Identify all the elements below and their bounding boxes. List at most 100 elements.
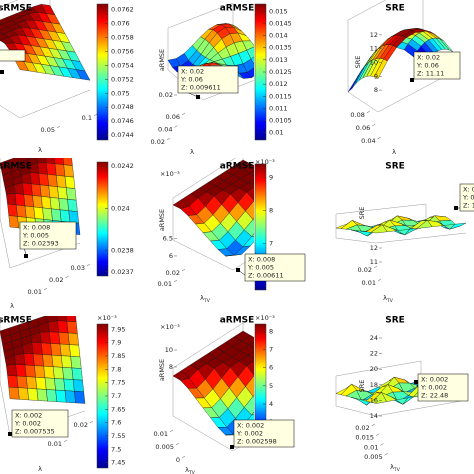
surface-patch bbox=[6, 364, 18, 377]
colorbar-tick-label: 0.0758 bbox=[111, 33, 134, 41]
x-tick-label: 0.01 bbox=[364, 443, 378, 451]
x-tick-label: 0.02 bbox=[358, 266, 372, 274]
x-tick bbox=[173, 279, 178, 283]
surface-patch bbox=[278, 195, 294, 205]
x-tick bbox=[93, 113, 98, 117]
surface-patch bbox=[33, 206, 44, 220]
x-tick bbox=[86, 263, 91, 267]
colorbar-tick-label: 0.0762 bbox=[111, 6, 134, 14]
surface-patch bbox=[247, 351, 254, 360]
z-tick-label: 0.02 bbox=[159, 91, 173, 99]
x-tick bbox=[89, 420, 94, 424]
surface-patch bbox=[72, 379, 84, 393]
colorbar-tick-label: 0.0242 bbox=[111, 162, 134, 170]
z-tick-label: 10 bbox=[165, 346, 173, 354]
surface-patch bbox=[46, 162, 57, 176]
axis-box bbox=[167, 2, 254, 101]
x-axis-label-main: λ bbox=[185, 466, 189, 474]
colorbar-tick-label: 4 bbox=[269, 400, 273, 408]
z-axis-label: aRMSE bbox=[158, 209, 166, 231]
panel: SRE SRE 11 12 0.01 0.02 λTV X: 0.02Y: 0.01Z: 15 bbox=[335, 162, 474, 304]
surface-patch bbox=[29, 172, 41, 186]
colorbar-tick-label: 7.9 bbox=[111, 339, 121, 347]
surface-patch bbox=[248, 169, 254, 176]
colorbar-tick-label: 0.0748 bbox=[111, 103, 134, 111]
z-tick-label: 9 bbox=[374, 72, 378, 80]
x-tick-label: 0.02 bbox=[49, 276, 63, 284]
surface-patch bbox=[8, 386, 20, 400]
colorbar-tick-label: 6 bbox=[269, 364, 273, 372]
axis-box bbox=[172, 322, 254, 452]
surface-patch bbox=[15, 364, 27, 377]
x-axis-label-main: λ bbox=[383, 294, 387, 302]
surface bbox=[347, 0, 454, 113]
surface-patch bbox=[35, 377, 47, 390]
surface-patch bbox=[74, 391, 86, 404]
axis-box bbox=[335, 360, 462, 417]
z-tick-label: 18 bbox=[370, 381, 378, 389]
z-multiplier: ×10⁻³ bbox=[160, 170, 180, 178]
colorbar-tick-label: 9 bbox=[269, 173, 273, 181]
x-tick bbox=[373, 265, 378, 269]
datatip bbox=[413, 51, 461, 80]
x-axis-label-sub: TV bbox=[393, 467, 401, 473]
colorbar-tick-label: 7.6 bbox=[111, 419, 121, 427]
surface-patch bbox=[241, 163, 254, 174]
surface-patch bbox=[48, 185, 59, 199]
colorbar-tick-label: 0.024 bbox=[111, 204, 130, 212]
z-axis-label: aRMSE bbox=[158, 359, 166, 381]
surface-patch bbox=[26, 376, 38, 390]
colorbar-tick-label: 7.45 bbox=[111, 459, 125, 467]
x-tick-label: 0.02 bbox=[151, 138, 165, 146]
surface-patch bbox=[57, 320, 69, 334]
z-tick-label: 16 bbox=[370, 396, 378, 404]
surface-patch bbox=[36, 158, 47, 164]
panel-title: sRMSE bbox=[0, 316, 32, 326]
x-tick-label: 0.005 bbox=[364, 453, 383, 461]
surface-patch bbox=[51, 354, 63, 368]
surface-patch bbox=[32, 353, 44, 367]
surface-patch bbox=[41, 196, 52, 210]
panel-title: sRMSE bbox=[0, 4, 32, 14]
x-tick bbox=[380, 443, 384, 446]
surface-patch bbox=[56, 316, 68, 322]
z-tick-label: 14 bbox=[370, 412, 378, 420]
datatip-text: Y: 0.005 bbox=[247, 264, 274, 272]
panel-title: aRMSE bbox=[220, 162, 255, 172]
surface-patch bbox=[13, 182, 24, 195]
colorbar-tick-label: 0.0145 bbox=[269, 19, 292, 27]
x-tick-label: 0.06 bbox=[166, 113, 180, 121]
surface bbox=[0, 0, 91, 119]
z-axis-label: SRE bbox=[358, 207, 366, 220]
x-tick bbox=[43, 287, 48, 291]
datatip-text: Z: 0.002598 bbox=[237, 438, 277, 446]
colorbar-tick-label: 7.5 bbox=[111, 445, 121, 453]
panel: aRMSEaRMSE×10⁻³81000.0050.01λTV×10⁻³2345… bbox=[154, 314, 295, 474]
x-tick-label: 0.04 bbox=[361, 137, 375, 145]
x-tick-label: 0.08 bbox=[350, 111, 364, 119]
surface-patch bbox=[279, 357, 295, 371]
colorbar-tick-label: 7 bbox=[269, 345, 273, 353]
colorbar-multiplier: ×10⁻³ bbox=[255, 314, 275, 322]
datatip-text: Y: 0.005 bbox=[22, 232, 49, 240]
z-tick-label: 8 bbox=[169, 363, 173, 371]
colorbar-tick-label: 0.0752 bbox=[111, 75, 134, 83]
colorbar-multiplier: ×10⁻³ bbox=[97, 314, 117, 322]
surface-patch bbox=[32, 195, 43, 209]
surface-patch bbox=[22, 182, 33, 196]
surface-patch bbox=[41, 342, 53, 356]
surface-patch bbox=[54, 163, 66, 177]
x-tick bbox=[384, 453, 388, 456]
colorbar-tick-label: 0.012 bbox=[269, 80, 288, 88]
surface-patch bbox=[246, 187, 254, 201]
z-tick-label: 11 bbox=[370, 258, 378, 266]
x-tick-label: 0.05 bbox=[41, 126, 55, 134]
x-axis-label: λ bbox=[10, 302, 14, 310]
x-tick bbox=[366, 110, 371, 114]
surface-patch bbox=[71, 367, 83, 381]
surface-patch bbox=[42, 354, 54, 367]
x-tick-label: 0.02 bbox=[166, 269, 180, 277]
datatip bbox=[19, 221, 77, 250]
datatip bbox=[177, 65, 239, 94]
